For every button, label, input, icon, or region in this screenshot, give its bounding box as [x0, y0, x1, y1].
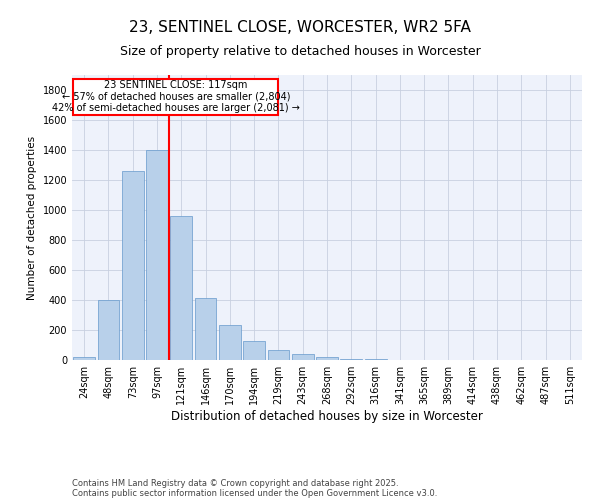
Text: 23 SENTINEL CLOSE: 117sqm: 23 SENTINEL CLOSE: 117sqm: [104, 80, 248, 90]
Bar: [73, 356, 95, 360]
Bar: [316, 358, 338, 360]
Text: 42% of semi-detached houses are larger (2,081) →: 42% of semi-detached houses are larger (…: [52, 104, 300, 114]
Bar: [292, 354, 314, 360]
X-axis label: Distribution of detached houses by size in Worcester: Distribution of detached houses by size …: [171, 410, 483, 423]
Bar: [170, 216, 192, 360]
Bar: [268, 350, 289, 360]
Bar: [365, 359, 386, 360]
Bar: [243, 341, 265, 360]
Bar: [97, 300, 119, 360]
Text: Size of property relative to detached houses in Worcester: Size of property relative to detached ho…: [119, 45, 481, 58]
Bar: [146, 150, 168, 360]
Text: 23, SENTINEL CLOSE, WORCESTER, WR2 5FA: 23, SENTINEL CLOSE, WORCESTER, WR2 5FA: [129, 20, 471, 35]
Bar: [73, 78, 278, 115]
Text: ← 57% of detached houses are smaller (2,804): ← 57% of detached houses are smaller (2,…: [62, 92, 290, 102]
Bar: [122, 171, 143, 360]
Y-axis label: Number of detached properties: Number of detached properties: [27, 136, 37, 300]
Text: Contains HM Land Registry data © Crown copyright and database right 2025.: Contains HM Land Registry data © Crown c…: [72, 478, 398, 488]
Bar: [340, 358, 362, 360]
Bar: [219, 325, 241, 360]
Bar: [194, 298, 217, 360]
Text: Contains public sector information licensed under the Open Government Licence v3: Contains public sector information licen…: [72, 488, 437, 498]
